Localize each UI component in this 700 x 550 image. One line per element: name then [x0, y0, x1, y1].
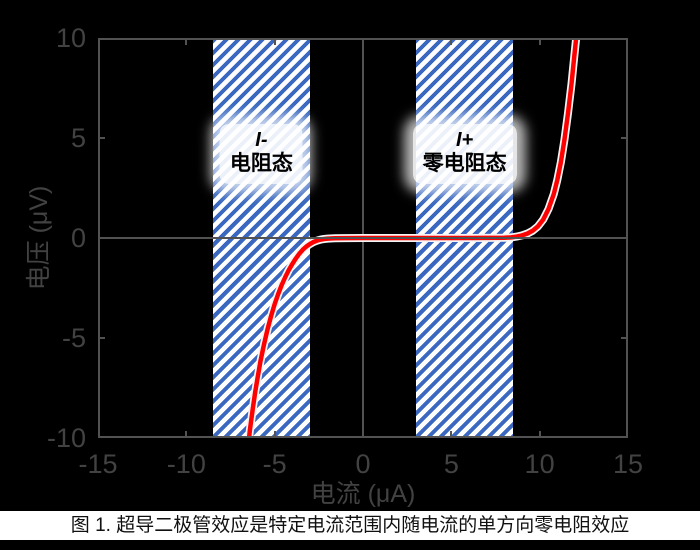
x-tick-mark-top	[450, 38, 453, 45]
y-tick-label: 5	[70, 123, 86, 153]
region-label-symbol: I-	[255, 129, 268, 151]
y-tick-mark	[98, 437, 105, 438]
negative-resistive-state-label: I- 电阻态	[219, 124, 303, 184]
x-tick-mark	[538, 431, 541, 438]
y-tick-mark	[98, 237, 105, 239]
x-tick-label: -5	[262, 449, 287, 479]
x-tick-mark	[273, 431, 276, 438]
y-tick-label: 10	[55, 23, 86, 53]
y-axis-label: 电压 (μV)	[25, 185, 53, 291]
figure-caption: 图 1. 超导二极管效应是特定电流范围内随电流的单方向零电阻效应	[70, 515, 630, 536]
x-tick-label: 0	[355, 449, 371, 479]
y-tick-mark-right	[621, 137, 628, 139]
x-tick-mark-top	[362, 38, 364, 45]
positive-zero-resistance-state-label: I+ 零电阻态	[412, 124, 517, 184]
x-tick-label: 10	[524, 449, 555, 479]
x-tick-mark	[450, 431, 453, 438]
x-tick-mark-top	[538, 38, 541, 45]
region-label-text: 电阻态	[229, 152, 293, 175]
y-tick-mark-right	[621, 437, 628, 438]
x-tick-label: 5	[443, 449, 459, 479]
x-tick-mark-top	[185, 38, 188, 45]
x-tick-mark	[185, 431, 188, 438]
plot-area: I- 电阻态 I+ 零电阻态	[98, 38, 628, 438]
zero-voltage-line	[98, 237, 628, 239]
y-tick-mark	[98, 137, 105, 139]
region-label-symbol: I+	[455, 129, 474, 151]
y-tick-mark	[98, 38, 105, 39]
y-tick-mark	[98, 337, 105, 339]
y-tick-mark-right	[621, 38, 628, 39]
x-tick-label: 15	[612, 449, 644, 479]
caption-strip: 图 1. 超导二极管效应是特定电流范围内随电流的单方向零电阻效应	[0, 511, 700, 540]
x-tick-mark-top	[627, 38, 628, 45]
x-tick-mark-top	[98, 38, 99, 45]
y-tick-mark-right	[621, 337, 628, 339]
x-tick-mark-top	[273, 38, 276, 45]
x-axis-label: 电流 (μA)	[310, 480, 416, 508]
y-tick-label: -10	[46, 423, 86, 453]
x-tick-label: -15	[78, 449, 118, 479]
y-tick-label: 0	[70, 223, 86, 253]
y-tick-mark-right	[621, 237, 628, 239]
y-tick-label: -5	[61, 323, 86, 353]
x-tick-label: -10	[166, 449, 206, 479]
region-label-text: 零电阻态	[422, 152, 507, 175]
x-tick-mark	[362, 431, 364, 438]
